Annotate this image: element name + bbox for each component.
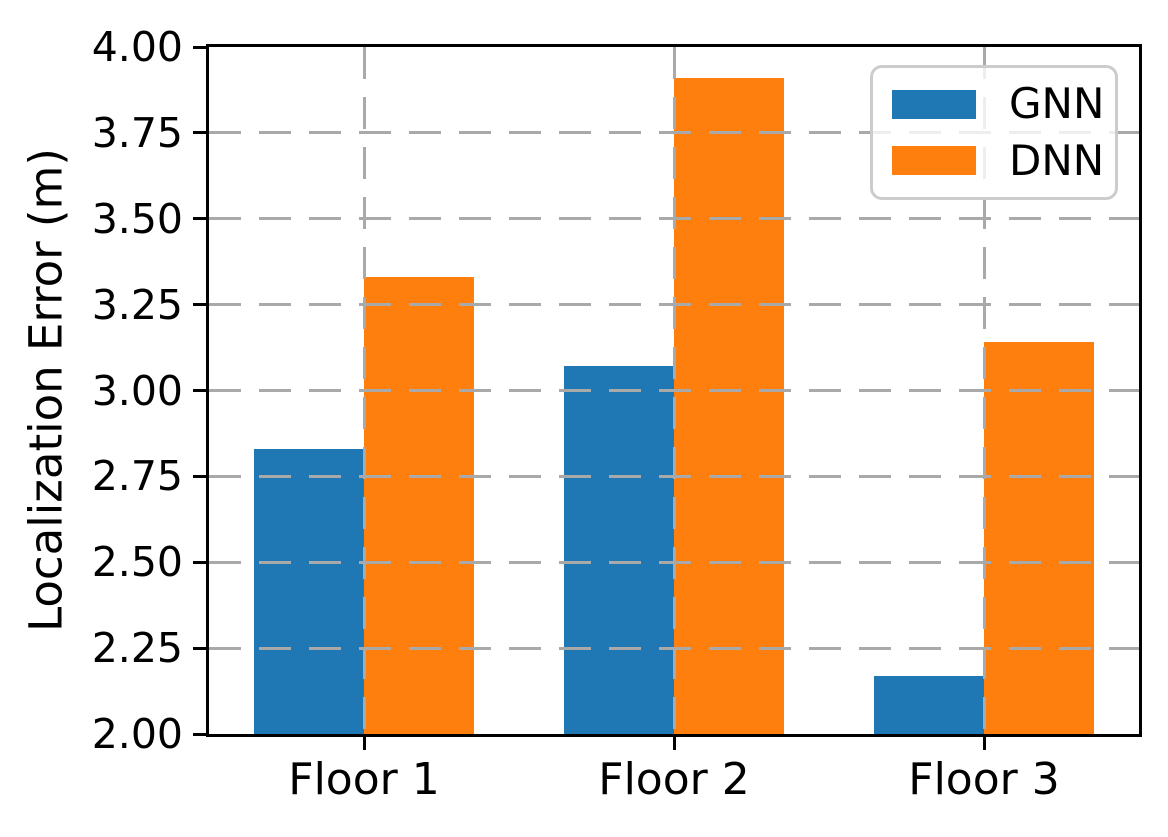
y-tick	[193, 217, 206, 221]
y-tick-label: 2.50	[91, 538, 183, 587]
y-tick	[193, 303, 206, 307]
y-tick-label: 2.75	[91, 452, 183, 501]
y-tick	[193, 732, 206, 736]
legend-label: GNN	[1009, 79, 1105, 129]
y-tick-label: 2.00	[91, 710, 183, 758]
y-tick-label: 2.25	[91, 624, 183, 673]
bar-dnn-floor-1	[364, 277, 474, 734]
legend-swatch-dnn-icon	[892, 146, 976, 176]
x-tick-label: Floor 3	[908, 754, 1060, 805]
legend-swatch-gnn-icon	[892, 89, 976, 119]
bar-gnn-floor-1	[254, 448, 364, 734]
gridline-vertical	[362, 47, 366, 734]
y-tick	[193, 474, 206, 478]
y-tick	[193, 389, 206, 392]
y-tick-label: 3.75	[91, 108, 183, 157]
bar-dnn-floor-2	[674, 77, 784, 734]
gridline-vertical	[982, 47, 986, 734]
y-tick-label: 3.50	[91, 194, 183, 243]
legend: GNN DNN	[870, 65, 1118, 200]
y-tick	[193, 131, 206, 135]
legend-item-dnn: DNN	[873, 135, 1115, 185]
legend-item-gnn: GNN	[873, 83, 1115, 125]
y-tick	[193, 45, 206, 49]
y-tick	[193, 560, 206, 564]
y-tick-label: 3.25	[91, 280, 183, 329]
grid-layer	[209, 47, 1139, 734]
gridline-vertical	[672, 47, 676, 734]
y-tick-label: 4.00	[91, 23, 183, 71]
x-tick-label: Floor 1	[288, 754, 440, 805]
y-tick	[193, 646, 206, 650]
x-tick	[672, 737, 676, 750]
x-tick-label: Floor 2	[598, 754, 750, 805]
y-axis-label: Localization Error (m)	[19, 148, 73, 632]
bars-layer	[209, 47, 1139, 734]
bar-gnn-floor-2	[564, 366, 674, 734]
legend-label: DNN	[1009, 135, 1105, 185]
x-tick	[362, 737, 366, 750]
x-tick	[982, 737, 986, 750]
bar-dnn-floor-3	[984, 342, 1094, 734]
y-tick-label: 3.00	[91, 366, 183, 415]
bar-gnn-floor-3	[874, 675, 984, 734]
